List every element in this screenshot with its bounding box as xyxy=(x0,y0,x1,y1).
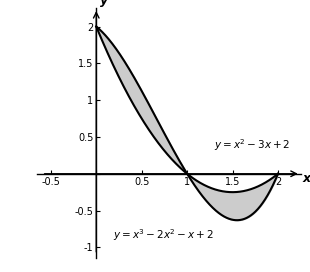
Text: y: y xyxy=(100,0,108,7)
Text: $y = x^2 - 3x + 2$: $y = x^2 - 3x + 2$ xyxy=(215,137,291,153)
Text: x: x xyxy=(303,172,310,186)
Text: $y = x^3 - 2x^2 - x + 2$: $y = x^3 - 2x^2 - x + 2$ xyxy=(113,227,213,243)
